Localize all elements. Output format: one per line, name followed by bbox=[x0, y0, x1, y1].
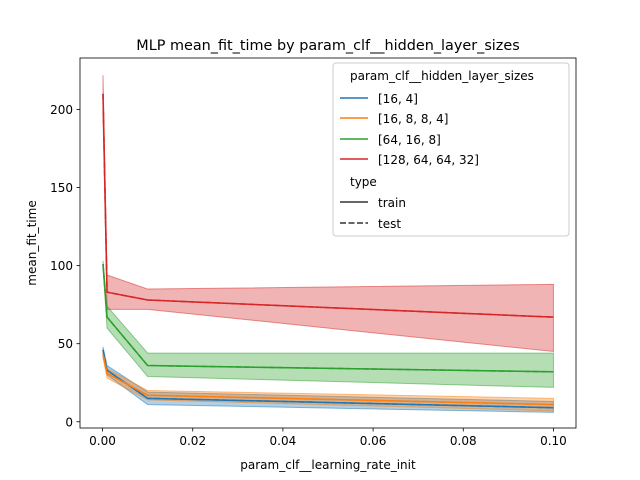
legend-label-64-16-8: [64, 16, 8] bbox=[378, 133, 441, 147]
test-line-128-64-64-32 bbox=[102, 93, 554, 318]
legend-label-128-64-64-32: [128, 64, 64, 32] bbox=[378, 153, 479, 167]
legend-label-test: test bbox=[378, 217, 401, 231]
test-line-16-8-8-4 bbox=[102, 354, 554, 406]
legend-label-16-8-8-4: [16, 8, 8, 4] bbox=[378, 112, 448, 126]
x-tick-label: 0.04 bbox=[270, 434, 297, 448]
x-tick-label: 0.00 bbox=[89, 434, 116, 448]
x-tick-label: 0.08 bbox=[450, 434, 477, 448]
legend-hue-title: param_clf__hidden_layer_sizes bbox=[350, 69, 534, 83]
chart-title: MLP mean_fit_time by param_clf__hidden_l… bbox=[136, 38, 519, 54]
legend-label-train: train bbox=[378, 196, 406, 210]
y-axis-ticks: 0 50 100 150 200 bbox=[50, 103, 80, 429]
y-tick-label: 200 bbox=[50, 103, 73, 117]
x-tick-label: 0.02 bbox=[179, 434, 206, 448]
legend: param_clf__hidden_layer_sizes [16, 4] [1… bbox=[332, 62, 570, 237]
legend-style-title: type bbox=[350, 175, 377, 189]
ci-band-16-8-8-4 bbox=[102, 351, 554, 412]
x-axis-label: param_clf__learning_rate_init bbox=[240, 458, 416, 472]
series-lines bbox=[102, 93, 554, 409]
confidence-bands bbox=[102, 75, 554, 413]
y-axis-label: mean_fit_time bbox=[25, 200, 39, 285]
y-tick-label: 0 bbox=[65, 415, 73, 429]
y-tick-label: 50 bbox=[58, 337, 73, 351]
y-tick-label: 150 bbox=[50, 181, 73, 195]
x-tick-label: 0.10 bbox=[540, 434, 567, 448]
y-tick-label: 100 bbox=[50, 259, 73, 273]
legend-frame bbox=[332, 62, 570, 237]
x-axis-ticks: 0.00 0.02 0.04 0.06 0.08 0.10 bbox=[89, 428, 567, 448]
test-line-64-16-8 bbox=[102, 264, 554, 373]
x-tick-label: 0.06 bbox=[360, 434, 387, 448]
plot-frame bbox=[79, 57, 577, 429]
legend-label-16-4: [16, 4] bbox=[378, 92, 418, 106]
